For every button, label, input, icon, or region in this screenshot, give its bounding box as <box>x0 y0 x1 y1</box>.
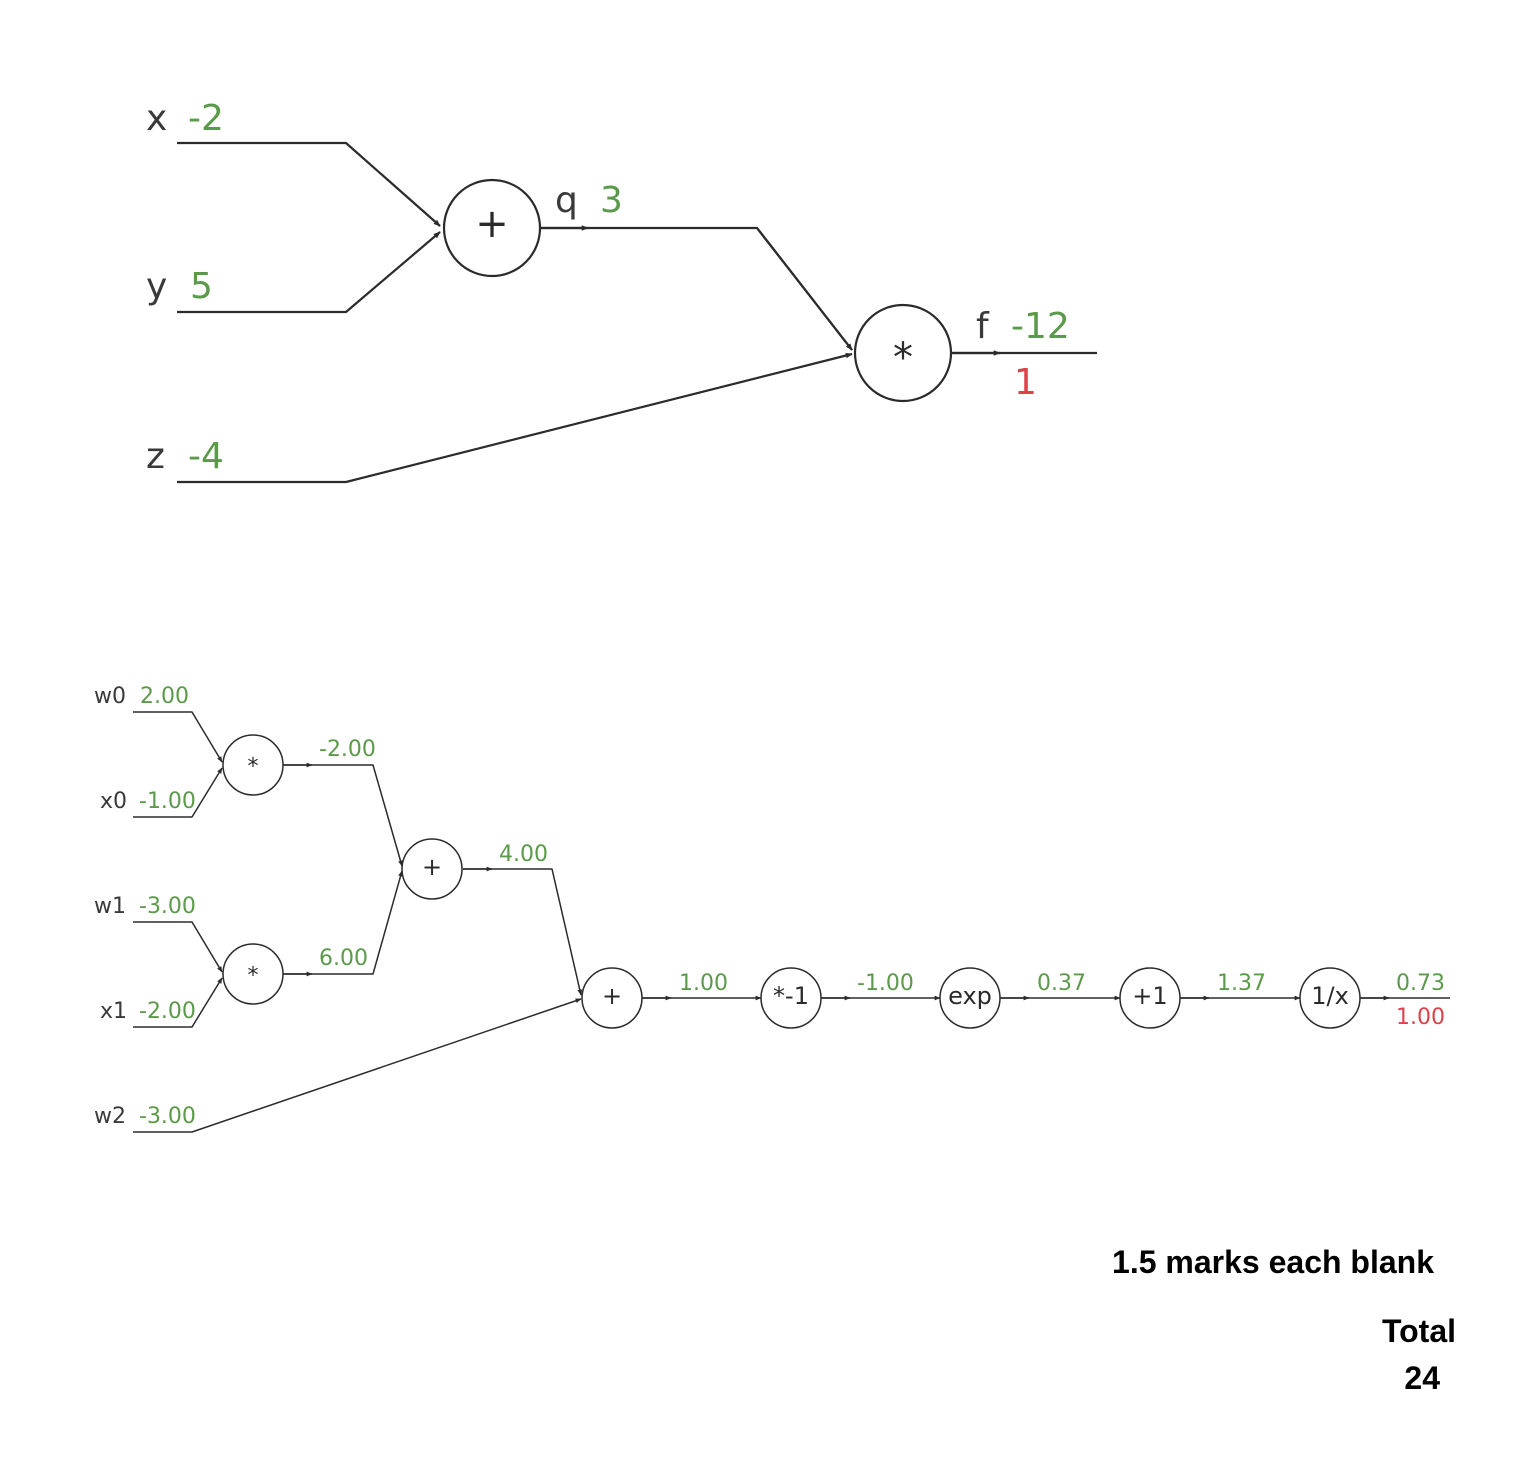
input-value-x1: -2.00 <box>139 999 196 1024</box>
input-name-y: y <box>146 266 167 307</box>
recip-output-value: 0.73 <box>1396 971 1445 996</box>
input-name-w0: w0 <box>94 684 126 709</box>
recip-output-gradient: 1.00 <box>1396 1005 1445 1030</box>
input-value-x: -2 <box>188 98 224 139</box>
f-gradient: 1 <box>1014 362 1037 403</box>
input-value-w1: -3.00 <box>139 894 196 919</box>
add1-node-label: + <box>602 982 622 1010</box>
wire-x1-to-mul1 <box>133 977 223 1028</box>
wire-add0-to-add1 <box>463 868 583 996</box>
wire-x0-to-mul0 <box>133 767 223 818</box>
mul1-node <box>222 943 284 1005</box>
add0-output-value: 4.00 <box>499 842 548 867</box>
total-label: Total <box>1381 1313 1456 1349</box>
plus1-output-value: 1.37 <box>1217 971 1266 996</box>
exp-output-value: 0.37 <box>1037 971 1086 996</box>
input-name-x1: x1 <box>100 999 127 1024</box>
mul-node-label: * <box>893 335 913 381</box>
mul0-output-value: -2.00 <box>319 737 376 762</box>
marks-caption: 1.5 marks each blank <box>1112 1244 1434 1280</box>
wire-mul0-to-add0 <box>283 764 403 867</box>
wire-w1-to-mul1 <box>133 921 223 973</box>
mul0-node <box>222 734 284 796</box>
wire-w2-to-add1 <box>133 998 582 1133</box>
wire-x-to-add <box>177 141 441 227</box>
input-name-w2: w2 <box>94 1104 126 1129</box>
add-node <box>442 178 542 278</box>
wire-w0-to-mul0 <box>133 711 223 763</box>
add-node-label: + <box>475 201 509 247</box>
mul1-node-label: * <box>248 964 259 989</box>
f-name: f <box>976 306 990 347</box>
input-value-x0: -1.00 <box>139 789 196 814</box>
add0-node-label: + <box>422 853 442 881</box>
neg-output-value: -1.00 <box>857 971 914 996</box>
add1-output-value: 1.00 <box>679 971 728 996</box>
add1-node <box>581 967 643 1029</box>
wire-q-arrowhead-fix <box>756 227 853 351</box>
recip-node-label: 1/x <box>1311 982 1349 1010</box>
mul-node <box>853 303 953 403</box>
graph-2: * * + + *-1 exp +1 1/x w0 2.00 x0 -1.00 … <box>94 684 1450 1133</box>
exp-node-label: exp <box>948 982 992 1010</box>
plus1-node <box>1119 967 1181 1029</box>
q-value: 3 <box>600 180 623 221</box>
input-name-x: x <box>146 98 167 139</box>
recip-node <box>1299 967 1361 1029</box>
f-value: -12 <box>1011 306 1070 347</box>
input-name-x0: x0 <box>100 789 127 814</box>
wire-z-to-mul <box>177 352 853 484</box>
input-value-y: 5 <box>190 266 213 307</box>
exp-node <box>939 967 1001 1029</box>
neg-node-label: *-1 <box>773 982 809 1010</box>
mul1-output-value: 6.00 <box>319 946 368 971</box>
wire-mul1-to-add0 <box>283 870 403 975</box>
total-value: 24 <box>1404 1360 1440 1396</box>
input-name-w1: w1 <box>94 894 126 919</box>
mul0-node-label: * <box>248 755 259 780</box>
neg-node <box>760 967 822 1029</box>
input-value-w2: -3.00 <box>139 1104 196 1129</box>
input-value-w0: 2.00 <box>140 684 189 709</box>
add0-node <box>401 838 463 900</box>
input-name-z: z <box>146 436 165 477</box>
wire-y-to-add <box>177 231 441 314</box>
q-name: q <box>555 180 578 221</box>
plus1-node-label: +1 <box>1132 982 1167 1010</box>
graph-1: + * x -2 y 5 z -4 q 3 f -12 1 <box>146 98 1097 484</box>
input-value-z: -4 <box>188 436 224 477</box>
